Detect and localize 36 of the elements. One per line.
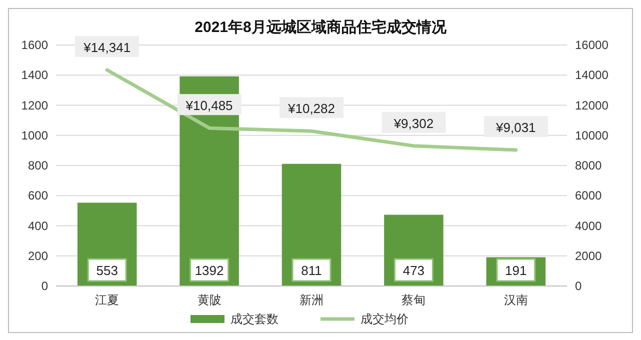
data-label: 811 [301,263,322,278]
data-label: ¥10,485 [184,98,233,114]
y2-tick-label: 0 [575,279,582,293]
y-tick-label: 600 [28,188,48,203]
data-label: 191 [505,263,527,278]
y2-tick-label: 10000 [575,128,609,142]
chart-title: 2021年8月远城区域商品住宅成交情况 [194,18,448,36]
data-label: 473 [402,263,425,278]
y2-tick-label: 2000 [575,248,602,263]
legend-label: 成交套数 [230,312,278,326]
y-tick-label: 1600 [21,38,48,52]
y-tick-label: 1000 [21,128,48,142]
y-tick-label: 400 [28,218,48,233]
y2-tick-label: 4000 [575,218,602,233]
x-tick-label: 汉南 [504,293,528,307]
y2-tick-label: 8000 [575,158,602,172]
data-label: ¥9,031 [495,120,536,135]
data-label: 1392 [194,263,224,278]
y-tick-label: 0 [41,279,48,293]
data-label: ¥9,302 [392,116,434,131]
x-tick-label: 新洲 [300,293,324,307]
y-tick-label: 1400 [21,68,48,82]
data-label: 553 [96,263,118,278]
y2-tick-label: 6000 [575,188,602,203]
data-label: ¥10,282 [287,101,335,116]
y-tick-label: 800 [28,158,48,172]
y2-tick-label: 16000 [575,38,609,52]
y2-tick-label: 14000 [575,68,609,82]
y2-tick-label: 12000 [575,98,609,112]
legend-label: 成交均价 [360,312,408,326]
x-tick-label: 江夏 [95,293,120,307]
y-tick-label: 200 [28,248,48,263]
x-tick-label: 蔡甸 [402,293,426,307]
y-tick-label: 1200 [21,98,48,112]
data-label: ¥14,341 [82,40,131,55]
x-tick-label: 黄陂 [197,293,222,307]
